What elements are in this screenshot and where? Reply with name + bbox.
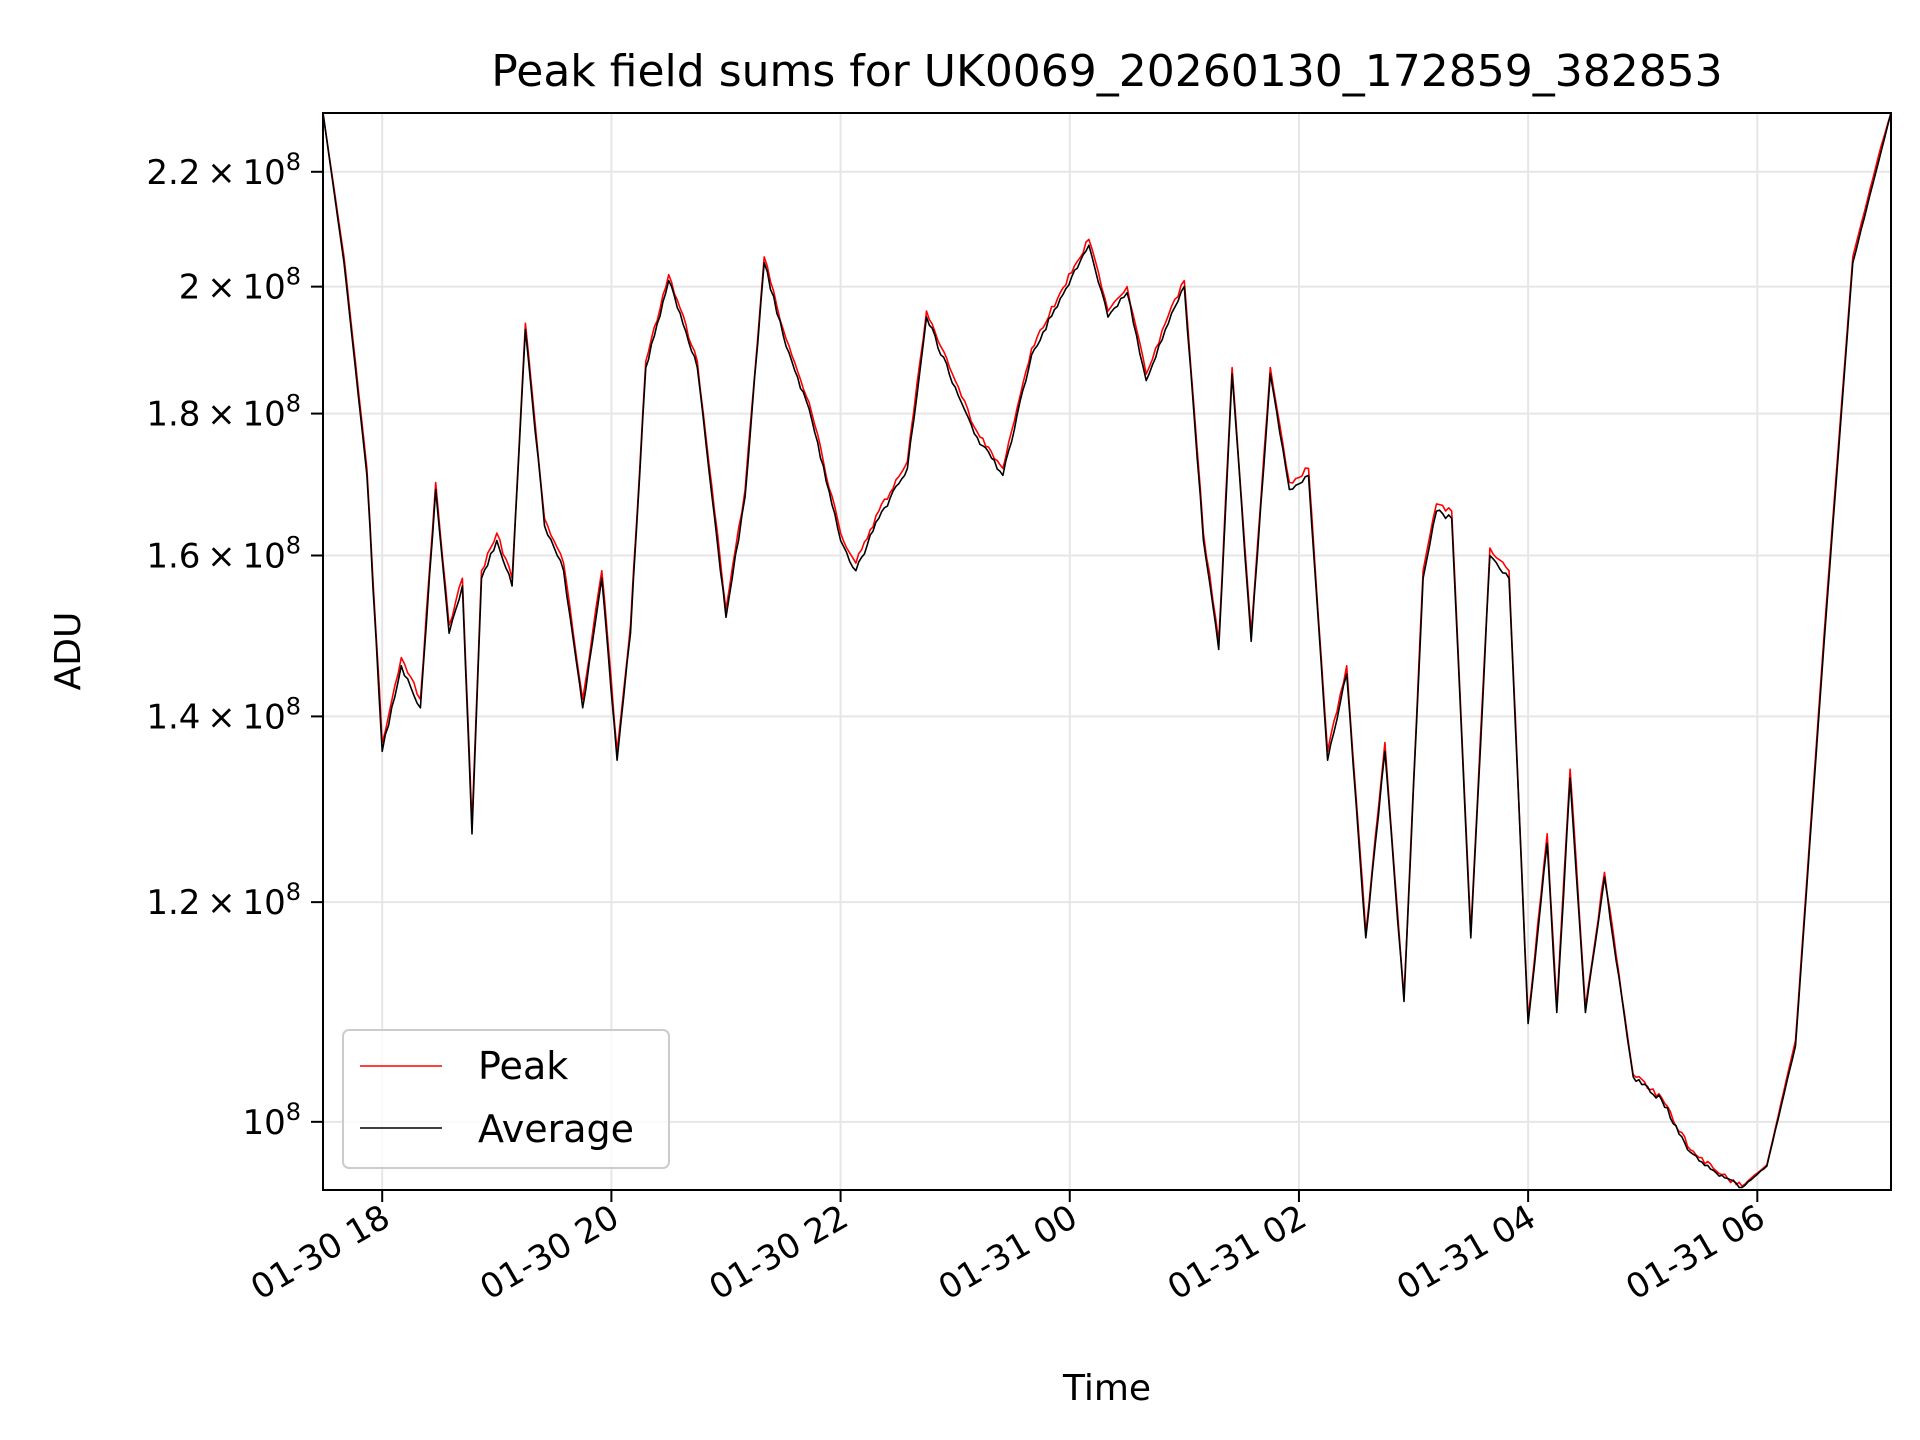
x-axis-label: Time bbox=[1062, 1368, 1151, 1409]
y-tick-label: 1.2 × 108 bbox=[146, 878, 301, 923]
y-axis: 108 1.2 × 108 1.4 × 108 1.6 × 108 1.8 × 108 2… bbox=[146, 148, 323, 1143]
legend-label-average: Average bbox=[478, 1107, 634, 1151]
legend-label-peak: Peak bbox=[478, 1044, 568, 1088]
series-line-average bbox=[322, 112, 1892, 1189]
legend: Peak Average bbox=[342, 1029, 670, 1169]
y-tick-label: 2.2 × 108 bbox=[146, 148, 301, 193]
y-tick-label: 108 bbox=[242, 1098, 301, 1143]
series-layer bbox=[322, 112, 1892, 1189]
series-line-peak bbox=[322, 112, 1892, 1187]
y-tick-label: 1.6 × 108 bbox=[146, 532, 301, 577]
y-tick-label: 1.8 × 108 bbox=[146, 390, 301, 435]
y-axis-label: ADU bbox=[48, 612, 89, 691]
y-tick-label: 1.4 × 108 bbox=[146, 692, 301, 737]
chart-title: Peak field sums for UK0069_20260130_1728… bbox=[491, 46, 1722, 97]
plot-frame bbox=[322, 112, 1892, 1191]
legend-box bbox=[342, 1029, 670, 1169]
y-tick-label: 2 × 108 bbox=[179, 263, 301, 308]
